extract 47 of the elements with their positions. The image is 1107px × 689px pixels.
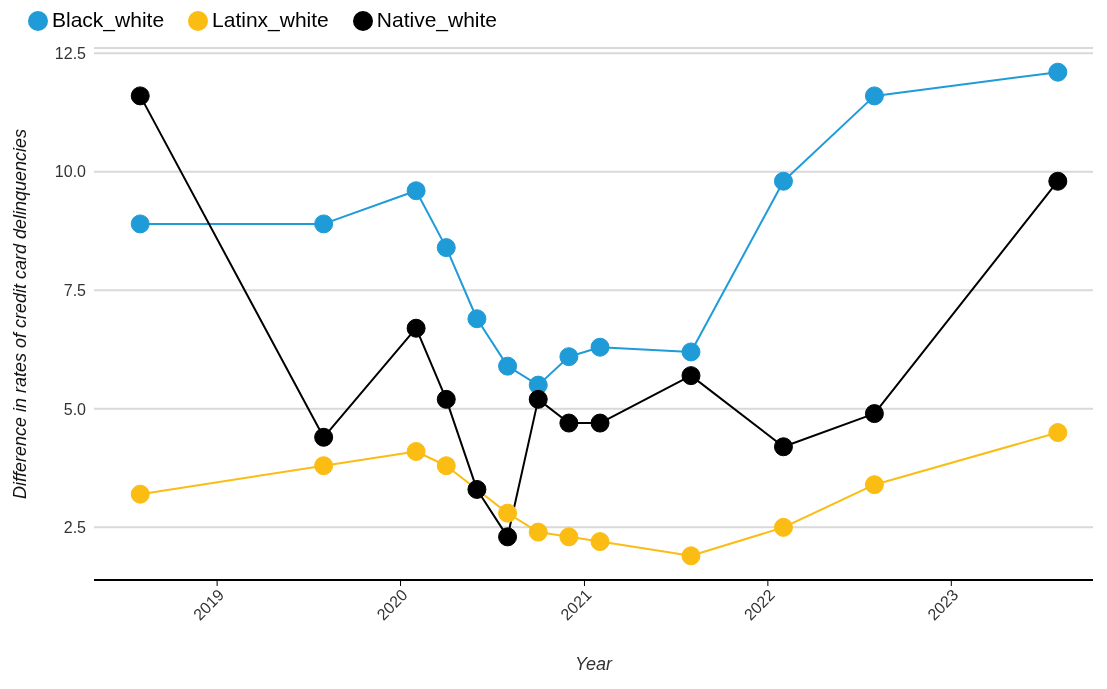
legend-label: Latinx_white <box>212 8 329 31</box>
point <box>467 309 487 329</box>
point <box>314 214 334 234</box>
point <box>498 503 518 523</box>
point <box>559 527 579 547</box>
point <box>436 238 456 258</box>
y-axis-title: Difference in rates of credit card delinquencies <box>10 128 31 500</box>
point <box>436 456 456 476</box>
point <box>498 527 518 547</box>
point <box>467 479 487 499</box>
point <box>130 86 150 106</box>
point <box>681 546 701 566</box>
point <box>590 337 610 357</box>
point <box>773 437 793 457</box>
point <box>559 347 579 367</box>
y-tick-label: 10.0 <box>54 163 87 181</box>
point <box>864 475 884 495</box>
point <box>498 356 518 376</box>
y-tick-label: 7.5 <box>63 281 87 299</box>
legend-label: Native_white <box>376 8 498 31</box>
point <box>436 389 456 409</box>
point <box>406 181 426 201</box>
point <box>590 413 610 433</box>
point <box>773 517 793 537</box>
y-tick-label: 12.5 <box>54 44 87 62</box>
point <box>1048 423 1068 443</box>
point <box>314 456 334 476</box>
point <box>406 442 426 461</box>
point <box>406 318 426 338</box>
point <box>864 404 884 424</box>
point <box>528 522 548 542</box>
point <box>590 532 610 552</box>
legend-label: Black_white <box>52 8 165 31</box>
y-tick-label: 2.5 <box>63 519 87 537</box>
point <box>864 86 884 106</box>
point <box>130 484 150 504</box>
x-axis-title: Year <box>574 654 614 674</box>
point <box>773 171 793 191</box>
y-tick-label: 5.0 <box>63 400 87 418</box>
point <box>314 427 334 447</box>
point <box>1048 171 1068 191</box>
point <box>681 342 701 362</box>
point <box>681 366 701 386</box>
point <box>130 214 150 234</box>
point <box>528 389 548 409</box>
point <box>559 413 579 433</box>
point <box>1048 62 1068 82</box>
